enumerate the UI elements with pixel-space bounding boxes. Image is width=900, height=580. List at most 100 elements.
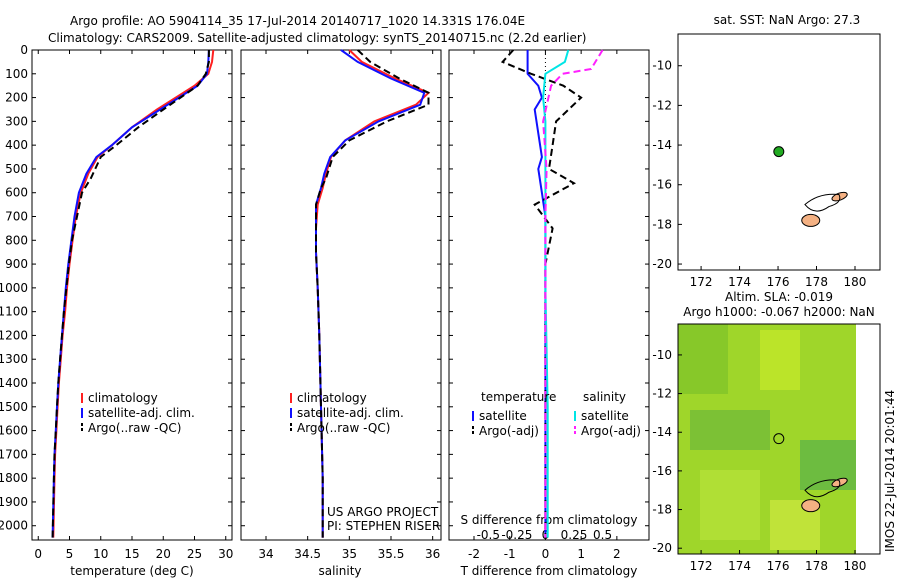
sla-map-axes — [677, 323, 881, 555]
diff-series-salinity-satellite — [542, 49, 570, 538]
timestamp-stamp: IMOS 22-Jul-2014 20:01:44 — [883, 390, 897, 552]
stop-tick-label: -0.25 — [501, 528, 532, 542]
xtick-label: 0 — [34, 547, 42, 561]
argo-float-marker — [773, 433, 785, 445]
map-lon-label: 174 — [728, 275, 751, 289]
depth-tick-label: 1200 — [0, 328, 28, 342]
map-lat-label: -18 — [652, 503, 672, 517]
legend-label: Argo(-adj) — [581, 424, 641, 438]
legend-label: satellite — [581, 409, 629, 423]
map-lat-label: -20 — [652, 541, 672, 555]
stop-tick-label: 0.5 — [593, 528, 612, 542]
depth-tick-label: 700 — [5, 210, 28, 224]
depth-tick-label: 1000 — [0, 281, 28, 295]
legend-label: satellite-adj. clim. — [297, 406, 404, 420]
credit-project: US ARGO PROJECT — [327, 505, 439, 519]
difference-xlabel-top: S difference from climatology — [461, 513, 638, 527]
depth-tick-label: 2000 — [0, 519, 28, 533]
map-lat-label: -10 — [652, 59, 672, 73]
xtick-label: 35.5 — [378, 547, 405, 561]
xtick-label: -2 — [468, 547, 480, 561]
xtick-label: 2 — [613, 547, 621, 561]
sla-map-field — [678, 324, 856, 554]
depth-tick-label: 200 — [5, 91, 28, 105]
map-lat-label: -10 — [652, 348, 672, 362]
legend-label: climatology — [297, 391, 367, 405]
legend-label: satellite — [479, 409, 527, 423]
series-line-argo-raw-qc- — [315, 49, 430, 538]
legend-label: satellite-adj. clim. — [88, 406, 195, 420]
xtick-label: 34.5 — [294, 547, 321, 561]
xtick-label: 20 — [156, 547, 171, 561]
difference-xlabel: T difference from climatology — [460, 564, 638, 578]
map-lon-label: 176 — [767, 559, 790, 573]
map-lat-label: -14 — [652, 138, 672, 152]
depth-tick-label: 600 — [5, 186, 28, 200]
map-lon-label: 176 — [767, 275, 790, 289]
legend-label: climatology — [88, 391, 158, 405]
difference-axes — [448, 49, 650, 541]
depth-tick-label: 1500 — [0, 400, 28, 414]
sst-map-title: sat. SST: NaN Argo: 27.3 — [714, 13, 861, 27]
map-lat-label: -20 — [652, 257, 672, 271]
depth-tick-label: 1100 — [0, 305, 28, 319]
depth-tick-label: 1300 — [0, 352, 28, 366]
legend-label: Argo(..raw -QC) — [88, 421, 181, 435]
series-line-argo-raw-qc- — [51, 50, 210, 538]
map-lat-label: -12 — [652, 98, 672, 112]
xtick-label: 30 — [218, 547, 233, 561]
sla-map-title1: Altim. SLA: -0.019 — [725, 290, 833, 304]
legend-label: Argo(-adj) — [479, 424, 539, 438]
map-lon-label: 180 — [844, 559, 867, 573]
credit-pi: PI: STEPHEN RISER — [327, 519, 440, 533]
depth-tick-label: 900 — [5, 257, 28, 271]
map-lat-label: -18 — [652, 217, 672, 231]
map-lon-label: 178 — [805, 275, 828, 289]
depth-tick-label: 0 — [20, 43, 28, 57]
salinity-xlabel: salinity — [318, 564, 361, 578]
argo-float-marker — [773, 146, 785, 158]
diff-series-salinity-argo-adj- — [542, 49, 604, 538]
map-lon-label: 172 — [690, 275, 713, 289]
depth-tick-label: 100 — [5, 67, 28, 81]
depth-tick-label: 1800 — [0, 471, 28, 485]
temperature-axes — [31, 49, 233, 541]
stop-tick-label: 0.25 — [561, 528, 588, 542]
xtick-label: 25 — [187, 547, 202, 561]
xtick-label: 35 — [342, 547, 357, 561]
sla-map-title2: Argo h1000: -0.067 h2000: NaN — [683, 305, 875, 319]
series-line-satellite-adj-clim- — [51, 49, 210, 538]
series-line-climatology — [52, 49, 215, 538]
depth-tick-label: 1900 — [0, 495, 28, 509]
legend-header-salinity: salinity — [583, 390, 626, 404]
xtick-label: 15 — [124, 547, 139, 561]
depth-tick-label: 800 — [5, 233, 28, 247]
map-lon-label: 178 — [805, 559, 828, 573]
map-lon-label: 172 — [690, 559, 713, 573]
legend-header-temperature: temperature — [481, 390, 556, 404]
map-lat-label: -16 — [652, 178, 672, 192]
fiji-island-viti-levu — [801, 213, 821, 227]
header-line2: Climatology: CARS2009. Satellite-adjuste… — [48, 31, 586, 45]
map-lat-label: -16 — [652, 464, 672, 478]
legend-label: Argo(..raw -QC) — [297, 421, 390, 435]
salinity-axes — [240, 49, 442, 541]
xtick-label: 34 — [258, 547, 273, 561]
diff-series-temperature-argo-adj- — [500, 49, 583, 538]
depth-tick-label: 400 — [5, 138, 28, 152]
temperature-xlabel: temperature (deg C) — [70, 564, 193, 578]
stop-tick-label: -0.5 — [477, 528, 500, 542]
depth-tick-label: 500 — [5, 162, 28, 176]
xtick-label: 5 — [66, 547, 74, 561]
header-line1: Argo profile: AO 5904114_35 17-Jul-2014 … — [70, 14, 525, 28]
series-line-climatology — [315, 49, 431, 538]
map-lat-label: -12 — [652, 387, 672, 401]
sst-map-axes — [677, 33, 881, 271]
xtick-label: -1 — [504, 547, 516, 561]
fiji-island-viti-levu — [801, 499, 821, 513]
reef-outline — [804, 479, 841, 498]
depth-tick-label: 1600 — [0, 424, 28, 438]
reef-outline — [804, 193, 841, 212]
map-lon-label: 174 — [728, 559, 751, 573]
